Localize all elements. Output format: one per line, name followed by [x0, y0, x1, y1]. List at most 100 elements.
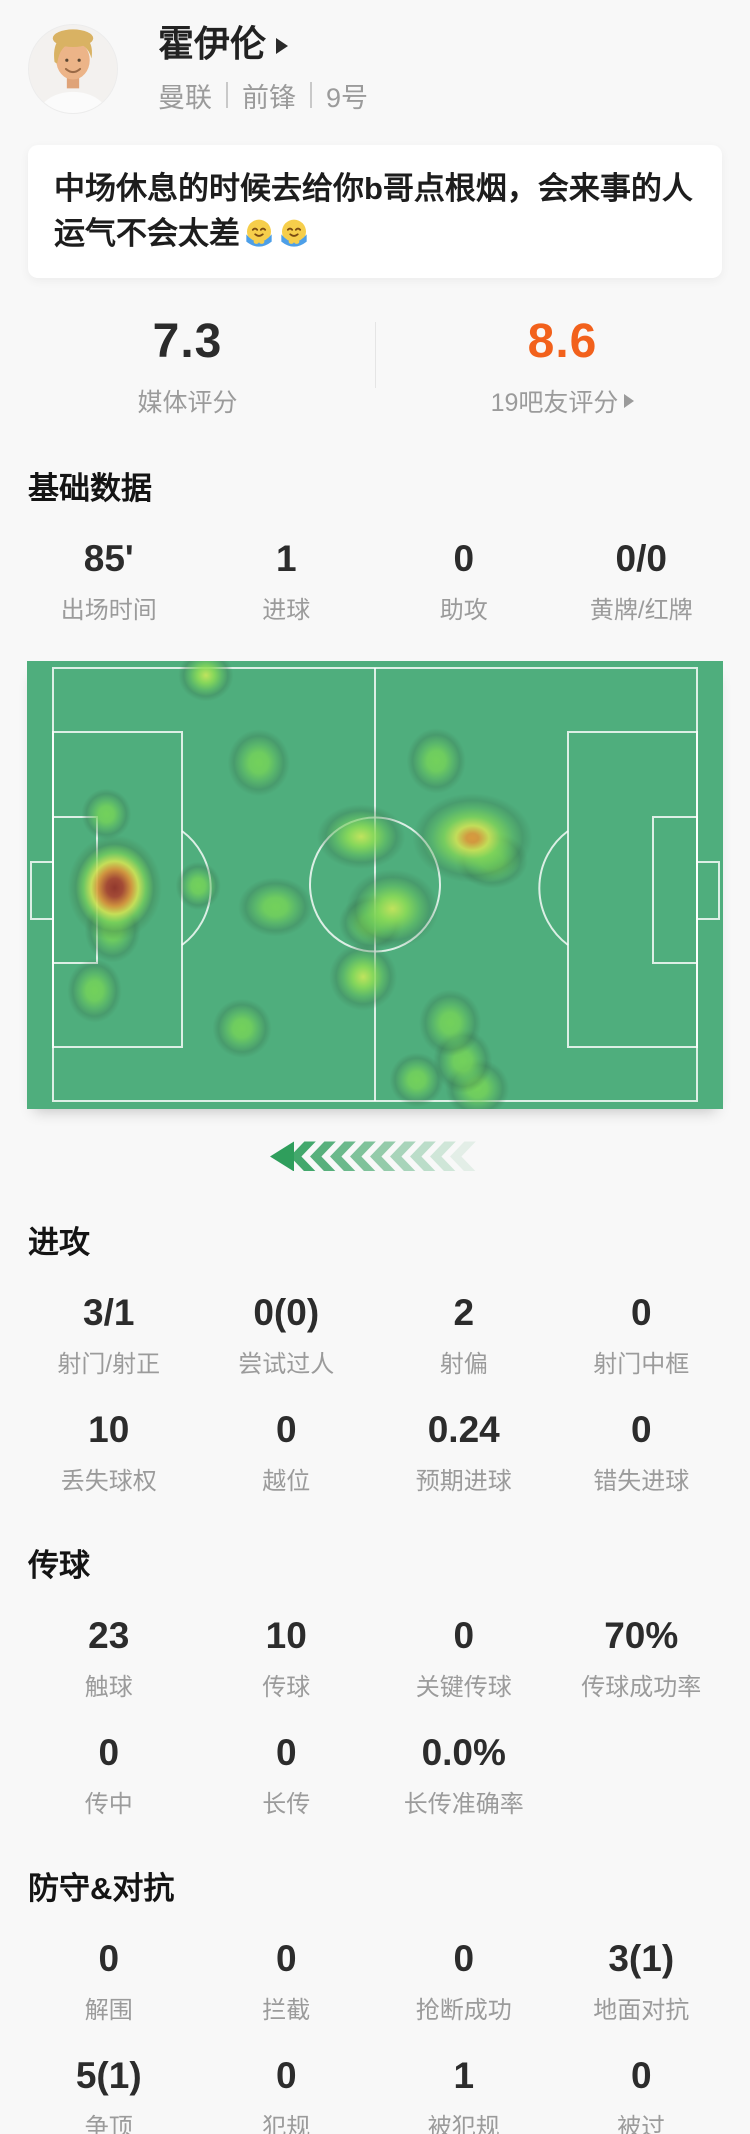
section-title: 基础数据 — [28, 471, 152, 507]
stat-label: 出场时间 — [60, 597, 157, 625]
stats-row: 3/1 射门/射正 0(0) 尝试过人 2 射偏 0 射门中框 — [0, 1292, 750, 1379]
player-header[interactable]: 霍伊伦 曼联 前锋 9号 — [0, 0, 750, 129]
stat-label: 射偏 — [439, 1351, 488, 1379]
stat-cell: 5(1) 争顶 — [20, 2055, 198, 2134]
ratings-divider — [375, 322, 376, 389]
chevron-left-icon — [450, 1141, 476, 1172]
stat-label: 解围 — [84, 1997, 133, 2025]
stat-label: 射门/射正 — [57, 1351, 161, 1379]
stat-cell — [553, 1732, 731, 1819]
fan-quote-text: 中场休息的时候去给你b哥点根烟，会来事的人运气不会太差 — [54, 170, 693, 251]
stat-value: 0 — [98, 1938, 120, 1980]
stat-cell: 0 犯规 — [198, 2055, 376, 2134]
stat-cell: 0 助攻 — [375, 538, 553, 625]
stat-value: 5(1) — [75, 2055, 142, 2097]
stat-value: 85' — [83, 538, 134, 580]
stat-value: 10 — [265, 1615, 307, 1657]
stat-cell: 2 射偏 — [375, 1292, 553, 1379]
stat-label: 犯规 — [262, 2114, 311, 2134]
stat-label: 进球 — [262, 597, 311, 625]
section-title: 进攻 — [28, 1225, 90, 1261]
stat-label: 长传准确率 — [403, 1791, 524, 1819]
stat-value: 0(0) — [253, 1292, 320, 1334]
player-meta: 霍伊伦 曼联 前锋 9号 — [158, 24, 368, 115]
stat-label: 丢失球权 — [60, 1468, 157, 1496]
section-title: 传球 — [28, 1548, 90, 1584]
team-club: 曼联 — [158, 82, 212, 113]
team-number: 9号 — [326, 82, 369, 113]
stats-row: 5(1) 争顶 0 犯规 1 被犯规 0 被过 — [0, 2055, 750, 2134]
stat-label: 越位 — [262, 1468, 311, 1496]
media-rating-label: 媒体评分 — [137, 389, 238, 418]
stat-value: 0.24 — [427, 1409, 500, 1451]
stat-label: 预期进球 — [415, 1468, 512, 1496]
stat-cell: 70% 传球成功率 — [553, 1615, 731, 1702]
stat-label: 传中 — [84, 1791, 133, 1819]
stat-value: 0/0 — [615, 538, 667, 580]
stat-cell: 85' 出场时间 — [20, 538, 198, 625]
stat-label: 黄牌/红牌 — [589, 597, 693, 625]
stat-value: 0 — [630, 1292, 652, 1334]
fans-rating-value: 8.6 — [527, 315, 598, 369]
pitch-heatmap — [27, 661, 723, 1110]
stat-cell: 0 解围 — [20, 1938, 198, 2025]
stats-row: 0 解围 0 拦截 0 抢断成功 3(1) 地面对抗 — [0, 1938, 750, 2025]
stat-cell: 10 传球 — [198, 1615, 376, 1702]
media-rating: 7.3 媒体评分 — [0, 314, 375, 419]
stat-value: 1 — [275, 538, 297, 580]
stat-cell: 23 触球 — [20, 1615, 198, 1702]
avatar-illustration — [29, 25, 117, 114]
fans-rating[interactable]: 8.6 19吧友评分 — [375, 314, 750, 419]
player-detail-arrow-icon — [276, 37, 289, 54]
basic-stats-section: 基础数据 85' 出场时间 1 进球 0 助攻 0/0 黄牌/红牌 — [0, 463, 750, 625]
team-position: 前锋 — [242, 82, 296, 113]
player-name-row[interactable]: 霍伊伦 — [158, 24, 368, 64]
stat-label: 关键传球 — [415, 1674, 512, 1702]
stat-value: 2 — [453, 1292, 475, 1334]
stat-cell: 0 传中 — [20, 1732, 198, 1819]
stat-cell: 3/1 射门/射正 — [20, 1292, 198, 1379]
stat-cell: 0(0) 尝试过人 — [198, 1292, 376, 1379]
stat-label: 地面对抗 — [593, 1997, 690, 2025]
stat-value: 0 — [98, 1732, 120, 1774]
stat-value: 10 — [88, 1409, 130, 1451]
stat-value: 0 — [630, 2055, 652, 2097]
stat-label: 被犯规 — [427, 2114, 500, 2134]
media-rating-value: 7.3 — [152, 315, 223, 369]
stat-value: 0.0% — [421, 1732, 506, 1774]
stat-value: 0 — [275, 2055, 297, 2097]
stat-value: 0 — [275, 1938, 297, 1980]
stat-label: 抢断成功 — [415, 1997, 512, 2025]
fans-rating-label: 19吧友评分 — [490, 389, 619, 418]
stats-row: 10 丢失球权 0 越位 0.24 预期进球 0 错失进球 — [0, 1409, 750, 1496]
stat-cell: 0 长传 — [198, 1732, 376, 1819]
stat-label: 传球成功率 — [581, 1674, 702, 1702]
stat-value: 23 — [88, 1615, 130, 1657]
ratings-row: 7.3 媒体评分 8.6 19吧友评分 — [0, 314, 750, 419]
pray-emoji-icon — [243, 217, 275, 249]
player-team-info: 曼联 前锋 9号 — [158, 76, 368, 115]
stat-cell: 0 错失进球 — [553, 1409, 731, 1496]
stat-cell: 0/0 黄牌/红牌 — [553, 538, 731, 625]
stat-cell: 0 关键传球 — [375, 1615, 553, 1702]
attack-direction-chevrons — [0, 1139, 750, 1173]
stat-label: 拦截 — [262, 1997, 311, 2025]
stat-value: 3/1 — [83, 1292, 135, 1334]
heatmap-spots-layer — [27, 661, 723, 1110]
stat-value: 70% — [604, 1615, 679, 1657]
stat-cell: 0 射门中框 — [553, 1292, 731, 1379]
stat-value: 0 — [275, 1732, 297, 1774]
stat-cell: 1 被犯规 — [375, 2055, 553, 2134]
stat-value: 0 — [275, 1409, 297, 1451]
player-avatar[interactable] — [28, 24, 118, 115]
team-info-divider — [226, 82, 228, 109]
fan-quote-card: 中场休息的时候去给你b哥点根烟，会来事的人运气不会太差 — [28, 144, 722, 279]
stat-cell: 0 拦截 — [198, 1938, 376, 2025]
stat-label: 被过 — [617, 2114, 666, 2134]
player-name: 霍伊伦 — [158, 23, 267, 64]
stat-cell: 0.0% 长传准确率 — [375, 1732, 553, 1819]
stats-row: 23 触球 10 传球 0 关键传球 70% 传球成功率 — [0, 1615, 750, 1702]
stat-label: 尝试过人 — [238, 1351, 335, 1379]
stat-value: 0 — [453, 1615, 475, 1657]
